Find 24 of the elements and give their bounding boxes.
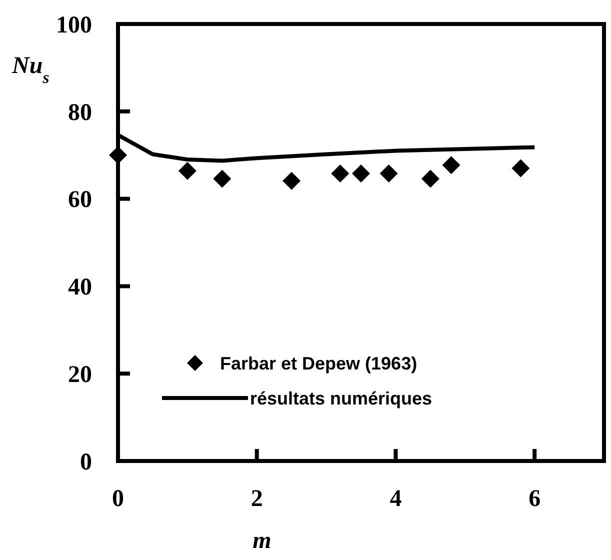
x-tick-label: 4 [390,486,402,512]
y-tick-label: 0 [80,449,92,476]
x-tick-label: 6 [528,486,541,512]
x-tick-label: 2 [250,486,263,512]
point [512,159,530,178]
point [282,172,301,190]
y-tick-label: 100 [56,12,92,38]
point [331,164,350,182]
y-tick-label: 20 [68,362,92,388]
y-tick-label: 40 [68,274,92,301]
point [178,162,196,180]
y-tick-label: 80 [68,100,92,126]
point [421,170,440,188]
point [213,170,232,188]
point [380,164,398,182]
point [442,156,460,174]
legend-label: Farbar et Depew (1963) [220,353,418,374]
point [109,146,127,164]
x-axis-title: m [252,528,272,554]
legend-label: résultats numériques [250,388,432,408]
x-tick-label: 0 [112,486,124,512]
point [352,164,370,182]
y-tick-label: 60 [68,187,92,214]
y-axis-title: Nu$_{s}$ [11,53,50,86]
